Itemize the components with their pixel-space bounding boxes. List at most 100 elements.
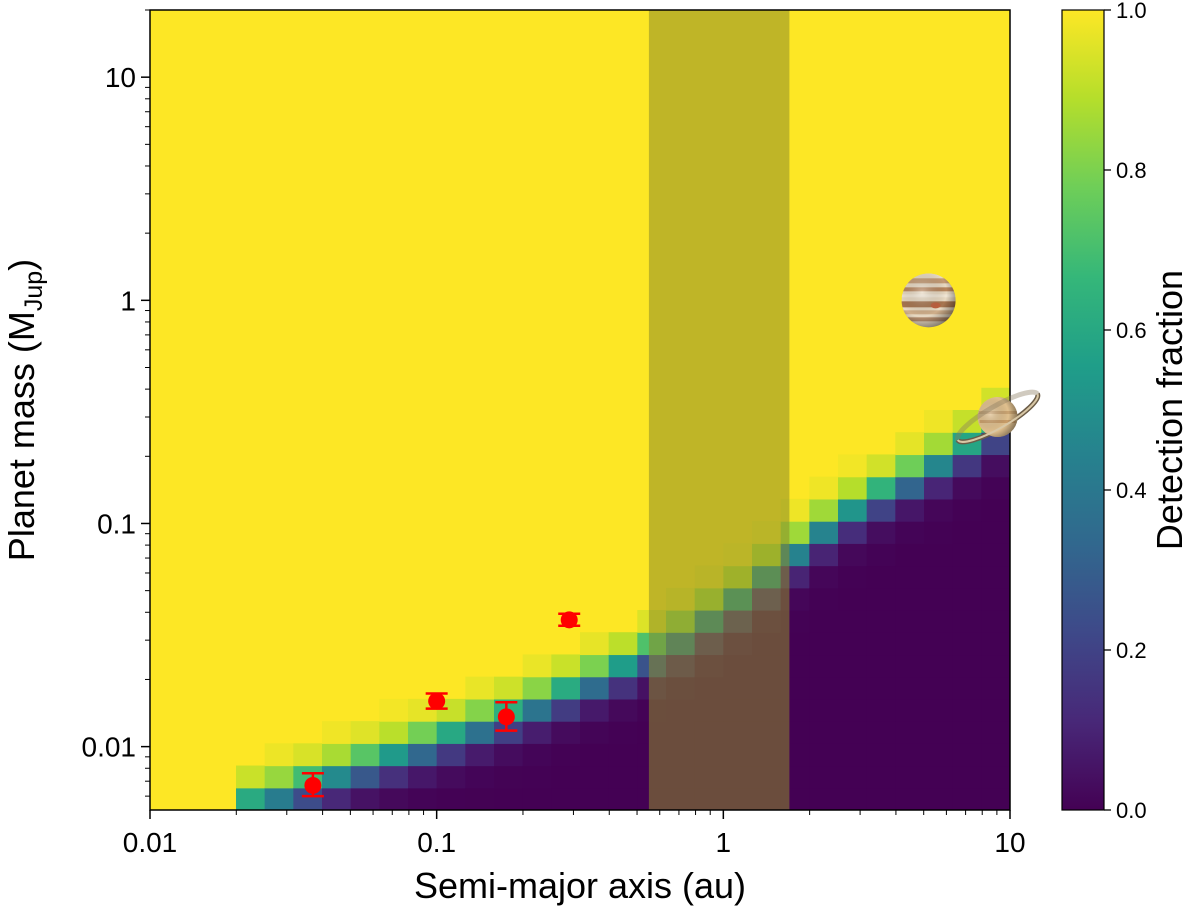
- x-tick-label: 0.01: [123, 827, 178, 858]
- heatmap-cell: [608, 632, 638, 656]
- heatmap-cell: [350, 765, 380, 789]
- heatmap-cell: [809, 676, 839, 700]
- heatmap-cell: [952, 698, 982, 722]
- heatmap-cell: [608, 654, 638, 678]
- heatmap-cell: [838, 454, 868, 478]
- y-axis-label-main: Planet mass (M: [1, 311, 42, 561]
- heatmap-cell: [838, 676, 868, 700]
- heatmap-cell: [866, 587, 896, 611]
- heatmap-cell: [236, 787, 266, 810]
- heatmap-cell: [981, 654, 1010, 678]
- heatmap-cell: [924, 410, 954, 433]
- heatmap-cell: [236, 765, 266, 789]
- heatmap-cell: [895, 765, 925, 789]
- y-axis-label: Planet mass (MJup): [1, 259, 48, 561]
- heatmap-cell: [436, 765, 466, 789]
- heatmap-cell: [981, 543, 1010, 567]
- heatmap-cell: [981, 610, 1010, 633]
- heatmap-cell: [580, 698, 610, 722]
- heatmap-cell: [981, 587, 1010, 611]
- heatmap-cell: [866, 721, 896, 744]
- heatmap-cell: [981, 432, 1010, 456]
- heatmap-cell: [866, 498, 896, 522]
- heatmap-cell: [924, 587, 954, 611]
- y-tick-label: 0.01: [82, 732, 137, 763]
- heatmap-cell: [264, 787, 294, 810]
- heatmap-cell: [809, 632, 839, 656]
- heatmap-cell: [551, 721, 581, 744]
- y-axis-label-close: ): [1, 259, 42, 271]
- heatmap-cell: [608, 787, 638, 810]
- heatmap-cell: [580, 721, 610, 744]
- x-axis-label: Semi-major axis (au): [414, 865, 746, 906]
- heatmap-cell: [379, 765, 409, 789]
- heatmap-cell: [809, 698, 839, 722]
- heatmap-cell: [838, 743, 868, 767]
- data-point: [301, 771, 324, 798]
- heatmap-cell: [838, 765, 868, 789]
- heatmap-cell: [809, 721, 839, 744]
- heatmap-cell: [350, 787, 380, 810]
- heatmap-cell: [809, 476, 839, 500]
- y-tick-label: 1: [120, 285, 136, 316]
- heatmap-cell: [924, 498, 954, 522]
- data-marker: [304, 776, 322, 794]
- heatmap-cell: [809, 543, 839, 567]
- data-point: [495, 701, 518, 732]
- heatmap-cell: [952, 543, 982, 567]
- heatmap-cell: [580, 743, 610, 767]
- heatmap-cell: [608, 765, 638, 789]
- colorbar-tick-label: 1.0: [1116, 0, 1147, 23]
- heatmap-cell: [981, 676, 1010, 700]
- data-marker: [497, 708, 515, 726]
- heatmap-cell: [952, 654, 982, 678]
- heatmap-cell: [465, 676, 495, 700]
- heatmap-cell: [924, 610, 954, 633]
- heatmap-cell: [838, 610, 868, 633]
- heatmap-cell: [895, 587, 925, 611]
- colorbar-label: Detection fraction: [1149, 270, 1190, 550]
- heatmap-cell: [924, 543, 954, 567]
- x-tick-label: 10: [994, 827, 1025, 858]
- heatmap-cell: [952, 787, 982, 810]
- heatmap-cell: [322, 787, 352, 810]
- heatmap-cell: [809, 587, 839, 611]
- shaded-band: [648, 10, 790, 810]
- heatmap-cell: [809, 654, 839, 678]
- y-axis-label-subscript: Jup: [20, 271, 48, 311]
- heatmap-cell: [322, 743, 352, 767]
- heatmap-cell: [350, 743, 380, 767]
- heatmap-cell: [551, 698, 581, 722]
- heatmap-cell: [981, 521, 1010, 544]
- heatmap-cell: [551, 765, 581, 789]
- heatmap-cell: [866, 454, 896, 478]
- heatmap-cell: [494, 787, 524, 810]
- heatmap-cell: [838, 587, 868, 611]
- colorbar-gradient: [1061, 9, 1105, 811]
- heatmap-cell: [838, 565, 868, 589]
- heatmap-cell: [895, 432, 925, 456]
- y-tick-label: 0.1: [97, 508, 136, 539]
- heatmap-cell: [494, 743, 524, 767]
- heatmap-cell: [522, 765, 552, 789]
- heatmap-cell: [866, 543, 896, 567]
- saturn-icon: [954, 389, 1041, 445]
- heatmap-cell: [924, 787, 954, 810]
- colorbar-tick-label: 0.4: [1116, 478, 1147, 503]
- heatmap-cell: [924, 676, 954, 700]
- heatmap-cell: [809, 521, 839, 544]
- x-axis-ticks: 0.01 0.1 1 10: [123, 810, 1026, 858]
- heatmap-cell: [924, 565, 954, 589]
- heatmap-cell: [866, 521, 896, 544]
- heatmap-cell: [465, 721, 495, 744]
- heatmap-cell: [838, 498, 868, 522]
- heatmap-cell: [924, 632, 954, 656]
- heatmap-cell: [838, 721, 868, 744]
- heatmap-cell: [465, 765, 495, 789]
- y-axis-ticks: 0.01 0.1 1 10: [82, 9, 150, 797]
- heatmap-cell: [465, 698, 495, 722]
- heatmap-cell: [952, 676, 982, 700]
- heatmap-cell: [608, 721, 638, 744]
- heatmap-cell: [981, 765, 1010, 789]
- heatmap-cell: [866, 632, 896, 656]
